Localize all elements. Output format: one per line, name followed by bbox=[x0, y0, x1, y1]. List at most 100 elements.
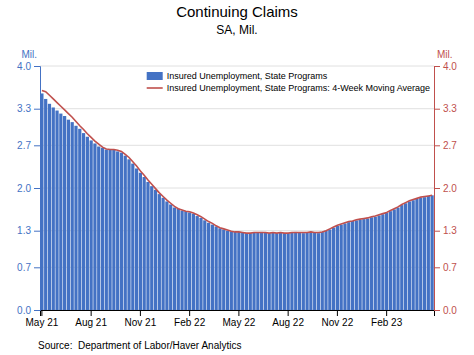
bar bbox=[139, 173, 142, 310]
tick-mark bbox=[288, 310, 289, 316]
tick-label: May 22 bbox=[222, 317, 255, 328]
legend-item: Insured Unemployment, State Programs: 4-… bbox=[147, 83, 430, 93]
bar bbox=[131, 164, 134, 310]
axis-line bbox=[41, 311, 435, 317]
title: Continuing Claims bbox=[176, 3, 298, 20]
x-axis: May 21Aug 21Nov 21Feb 22May 22Aug 22Nov … bbox=[25, 310, 434, 328]
bar bbox=[374, 217, 377, 310]
bar bbox=[305, 233, 308, 310]
bar bbox=[279, 233, 282, 310]
tick: 2.7 bbox=[17, 140, 40, 151]
legend-swatch bbox=[147, 87, 163, 89]
tick-mark bbox=[238, 310, 239, 316]
legend: Insured Unemployment, State Programs Insu… bbox=[147, 71, 430, 93]
tick-mark bbox=[34, 66, 40, 67]
bar bbox=[377, 215, 380, 310]
tick: 1.3 bbox=[17, 225, 40, 236]
tick: 2.7 bbox=[434, 140, 457, 151]
tick-label: 2.0 bbox=[17, 183, 31, 194]
bar bbox=[298, 233, 301, 310]
bar bbox=[196, 216, 199, 310]
bar bbox=[328, 229, 331, 310]
bar-series bbox=[40, 93, 433, 310]
grid bbox=[40, 66, 434, 310]
bar bbox=[400, 205, 403, 310]
bar bbox=[408, 201, 411, 310]
bar bbox=[116, 151, 119, 310]
bar bbox=[309, 232, 312, 310]
chart: Continuing ClaimsSA, Mil.Source: Departm… bbox=[0, 0, 474, 355]
tick: 2.0 bbox=[434, 183, 457, 194]
tick-mark bbox=[34, 231, 40, 232]
bar bbox=[82, 133, 85, 310]
legend-item: Insured Unemployment, State Programs bbox=[147, 71, 328, 81]
plot: May 21Aug 21Nov 21Feb 22May 22Aug 22Nov … bbox=[17, 49, 457, 328]
bar bbox=[343, 223, 346, 310]
bar bbox=[74, 126, 77, 310]
bar bbox=[158, 194, 161, 310]
tick: 2.0 bbox=[17, 183, 40, 194]
bar bbox=[230, 231, 233, 310]
legend-swatch bbox=[147, 72, 163, 80]
tick-label: Aug 21 bbox=[75, 317, 107, 328]
bar bbox=[135, 168, 138, 310]
tick-mark bbox=[434, 310, 440, 311]
legend-label: Insured Unemployment, State Programs: 4-… bbox=[167, 83, 430, 93]
tick: Aug 22 bbox=[272, 310, 304, 328]
bar bbox=[404, 203, 407, 310]
bar bbox=[90, 140, 93, 310]
bar bbox=[347, 222, 350, 310]
tick-mark bbox=[91, 310, 92, 316]
tick-label: 2.7 bbox=[443, 140, 457, 151]
tick-mark bbox=[189, 310, 190, 316]
tick-mark bbox=[434, 188, 440, 189]
tick-mark bbox=[140, 310, 141, 316]
bar bbox=[351, 221, 354, 310]
bar bbox=[78, 129, 81, 310]
bar bbox=[199, 218, 202, 310]
bar bbox=[105, 150, 108, 310]
tick: Nov 21 bbox=[125, 310, 157, 328]
bar bbox=[290, 233, 293, 310]
legend-label: Insured Unemployment, State Programs bbox=[167, 71, 328, 81]
bar bbox=[275, 233, 278, 310]
tick-label: Feb 22 bbox=[174, 317, 206, 328]
tick: 0.7 bbox=[17, 262, 40, 273]
bar bbox=[162, 198, 165, 310]
tick: 3.3 bbox=[17, 103, 40, 114]
tick-label: 0.7 bbox=[17, 262, 31, 273]
bar bbox=[237, 232, 240, 310]
bar bbox=[415, 199, 418, 310]
axis-line bbox=[435, 67, 441, 311]
bar bbox=[332, 228, 335, 310]
bar bbox=[283, 233, 286, 310]
tick-label: 0.0 bbox=[17, 305, 31, 316]
tick-mark bbox=[41, 310, 42, 316]
tick-label: Aug 22 bbox=[272, 317, 304, 328]
bar bbox=[252, 233, 255, 310]
tick-mark bbox=[434, 145, 440, 146]
bar bbox=[355, 220, 358, 310]
bar bbox=[203, 220, 206, 310]
axis-label: Mil. bbox=[437, 49, 453, 60]
bar bbox=[48, 104, 51, 310]
tick-label: 3.3 bbox=[17, 103, 31, 114]
bar bbox=[71, 122, 74, 310]
bar bbox=[52, 107, 55, 310]
bar bbox=[268, 233, 271, 310]
tick-label: 0.7 bbox=[443, 262, 457, 273]
bar bbox=[370, 217, 373, 310]
tick-mark bbox=[34, 188, 40, 189]
tick-mark bbox=[34, 267, 40, 268]
bar bbox=[366, 219, 369, 311]
bar bbox=[143, 177, 146, 310]
tick-mark bbox=[434, 231, 440, 232]
tick: 0.7 bbox=[434, 262, 457, 273]
tick-label: Feb 23 bbox=[371, 317, 403, 328]
bar bbox=[63, 116, 66, 310]
bar bbox=[233, 232, 236, 310]
bar bbox=[302, 233, 305, 310]
bar bbox=[184, 211, 187, 310]
bar bbox=[165, 201, 168, 310]
bar bbox=[271, 233, 274, 310]
